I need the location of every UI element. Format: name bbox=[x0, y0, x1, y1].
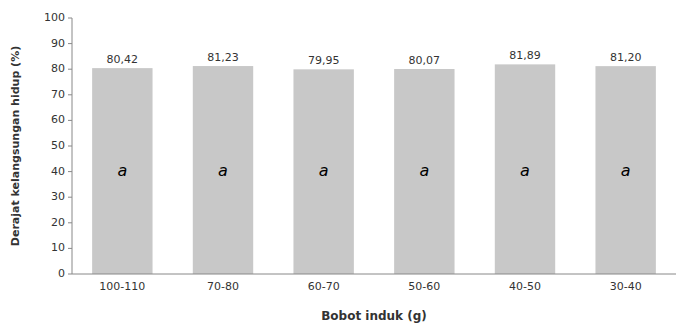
y-tick-label: 60 bbox=[51, 113, 65, 126]
data-label: 80,42 bbox=[107, 53, 139, 66]
chart-container: 0 10 20 30 40 50 60 70 80 90 100 100-110 70-80 60-70 5… bbox=[0, 0, 690, 330]
y-tick-label: 40 bbox=[51, 165, 65, 178]
annotation: a bbox=[520, 161, 530, 180]
y-axis: 0 10 20 30 40 50 60 70 80 90 100 bbox=[44, 11, 72, 280]
x-axis: 100-110 70-80 60-70 50-60 40-50 30-40 bbox=[72, 274, 676, 293]
y-tick-label: 30 bbox=[51, 190, 65, 203]
data-label: 81,23 bbox=[207, 51, 239, 64]
y-tick bbox=[68, 94, 72, 95]
y-axis-line bbox=[72, 18, 73, 274]
y-tick bbox=[68, 146, 72, 147]
bar bbox=[394, 69, 454, 274]
y-tick-label: 90 bbox=[51, 37, 65, 50]
bar bbox=[495, 64, 555, 274]
data-label: 79,95 bbox=[308, 54, 340, 67]
data-label: 81,20 bbox=[610, 51, 642, 64]
x-tick-label: 30-40 bbox=[610, 280, 642, 293]
y-tick bbox=[68, 197, 72, 198]
y-tick-label: 80 bbox=[51, 62, 65, 75]
x-tick-label: 50-60 bbox=[408, 280, 440, 293]
x-tick-label: 100-110 bbox=[99, 280, 145, 293]
y-tick bbox=[68, 171, 72, 172]
annotations: aaaaaa bbox=[117, 161, 630, 180]
annotation: a bbox=[419, 161, 429, 180]
y-tick-label: 50 bbox=[51, 139, 65, 152]
data-label: 80,07 bbox=[409, 54, 441, 67]
data-labels: 80,42 81,23 79,95 80,07 81,89 81,20 bbox=[107, 49, 642, 67]
y-tick bbox=[68, 222, 72, 223]
bar bbox=[92, 68, 152, 274]
x-tick-label: 60-70 bbox=[308, 280, 340, 293]
y-tick-label: 100 bbox=[44, 11, 65, 24]
y-axis-title: Derajat kelangsungan hidup (%) bbox=[9, 46, 22, 246]
y-tick bbox=[68, 43, 72, 44]
bar bbox=[595, 66, 655, 274]
bar bbox=[293, 69, 353, 274]
y-tick bbox=[68, 18, 72, 19]
y-tick-label: 20 bbox=[51, 216, 65, 229]
x-tick-label: 40-50 bbox=[509, 280, 541, 293]
y-tick-label: 70 bbox=[51, 88, 65, 101]
bars bbox=[92, 64, 656, 274]
y-tick bbox=[68, 69, 72, 70]
x-tick-label: 70-80 bbox=[207, 280, 239, 293]
data-label: 81,89 bbox=[509, 49, 541, 62]
annotation: a bbox=[621, 161, 631, 180]
annotation: a bbox=[319, 161, 329, 180]
y-tick bbox=[68, 120, 72, 121]
bar bbox=[193, 66, 253, 274]
annotation: a bbox=[218, 161, 228, 180]
x-axis-line bbox=[72, 274, 676, 275]
x-axis-title: Bobot induk (g) bbox=[321, 309, 427, 323]
y-tick bbox=[68, 248, 72, 249]
y-tick-label: 0 bbox=[58, 267, 65, 280]
annotation: a bbox=[117, 161, 127, 180]
y-tick bbox=[68, 274, 72, 275]
chart: 0 10 20 30 40 50 60 70 80 90 100 100-110 70-80 60-70 5… bbox=[0, 0, 690, 330]
y-tick-label: 10 bbox=[51, 241, 65, 254]
